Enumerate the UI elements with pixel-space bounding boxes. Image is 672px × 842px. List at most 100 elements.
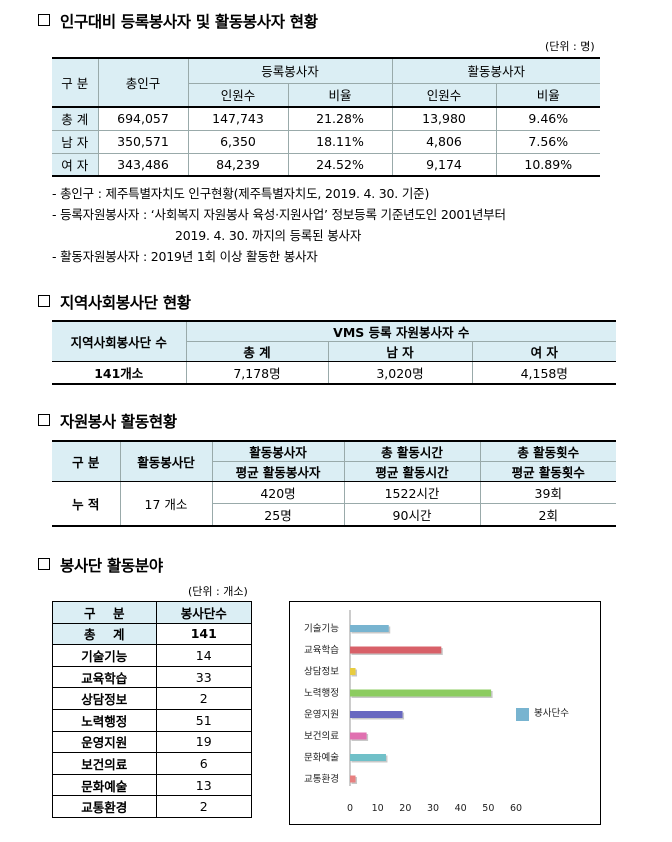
row-label: 여 자 <box>52 153 98 177</box>
cell: 3,020명 <box>327 361 472 385</box>
table-row: 운영지원 19 <box>52 730 253 754</box>
row-label: 누 적 <box>52 481 120 527</box>
table-row: 남 자 350,571 6,350 18.11% 4,806 7.56% <box>52 130 600 154</box>
table-row: 총 계 694,057 147,743 21.28% 13,980 9.46% <box>52 107 600 131</box>
cell: 14 <box>155 644 253 667</box>
table-row-total: 총 계 141 <box>52 622 253 646</box>
category-label: 운영지원 <box>304 710 339 721</box>
header-category: 구 분 <box>52 601 157 624</box>
header-vms: VMS 등록 자원봉사자 수 <box>185 320 616 342</box>
header-count: 봉사단수 <box>155 601 253 624</box>
header-act-count: 인원수 <box>391 83 496 108</box>
cell: 4,806 <box>391 130 496 154</box>
header-active: 활동봉사자 <box>391 57 600 84</box>
cell: 10.89% <box>495 153 600 177</box>
row-label: 남 자 <box>52 130 98 154</box>
note-population: - 총인구 : 제주특별자치도 인구현황(제주특별자치도, 2019. 4. 3… <box>52 186 430 201</box>
section1-title: 인구대비 등록봉사자 및 활동봉사자 현황 <box>38 10 318 32</box>
category-label: 기술기능 <box>304 624 339 635</box>
header-hours: 총 활동시간 <box>343 440 480 462</box>
header-volunteers: 활동봉사자 <box>211 440 344 462</box>
checkbox-square-icon <box>38 558 50 570</box>
table-row: 문화예술 13 <box>52 773 253 797</box>
header-times: 총 활동횟수 <box>479 440 616 462</box>
section4-unit: (단위 : 개소) <box>188 585 248 598</box>
section3-title: 자원봉사 활동현황 <box>38 410 177 432</box>
header-male: 남 자 <box>327 341 472 362</box>
table-row: 누 적 17 개소 420명 1522시간 39회 <box>52 481 616 527</box>
cell: 21.28% <box>287 107 392 131</box>
header-female: 여 자 <box>471 341 616 362</box>
header-category: 구 분 <box>52 440 120 482</box>
table-row: 여 자 343,486 84,239 24.52% 9,174 10.89% <box>52 153 600 177</box>
header-reg-count: 인원수 <box>187 83 288 108</box>
cell: 2 <box>155 687 253 710</box>
header-avg-hours: 평균 활동시간 <box>343 461 480 482</box>
category-label: 문화예술 <box>304 753 339 764</box>
bar <box>350 625 389 632</box>
cell: 6 <box>155 752 253 775</box>
cell: 9.46% <box>495 107 600 131</box>
header-category: 구 분 <box>52 57 98 108</box>
x-tick-label: 0 <box>347 803 353 814</box>
category-label: 노력행정 <box>304 687 339 699</box>
cell: 4,158명 <box>471 361 616 385</box>
row-label: 총 계 <box>52 107 98 131</box>
category-label: 상담정보 <box>304 666 339 678</box>
x-tick-label: 60 <box>510 803 522 814</box>
section4-title: 봉사단 활동분야 <box>38 554 163 576</box>
section1-notes: - 총인구 : 제주특별자치도 인구현황(제주특별자치도, 2019. 4. 3… <box>52 183 506 267</box>
header-groups: 지역사회봉사단 수 <box>52 320 186 362</box>
table-row: 노력행정 51 <box>52 708 253 732</box>
cell: 343,486 <box>97 153 188 177</box>
cell: 39회 <box>479 481 616 504</box>
cell: 420명 <box>211 481 344 504</box>
table-row: 교육학습 33 <box>52 665 253 689</box>
table-row: 보건의료 6 <box>52 752 253 775</box>
section1-unit: (단위 : 명) <box>545 40 595 53</box>
row-label: 교통환경 <box>52 795 157 818</box>
row-label: 기술기능 <box>52 644 157 667</box>
cell: 19 <box>155 730 253 754</box>
cell: 90시간 <box>343 503 480 527</box>
bar <box>350 668 356 675</box>
cell: 694,057 <box>97 107 188 131</box>
note-active: - 활동자원봉사자 : 2019년 1회 이상 활동한 봉사자 <box>52 249 318 264</box>
table-row: 상담정보 2 <box>52 687 253 710</box>
header-avg-volunteers: 평균 활동봉사자 <box>211 461 344 482</box>
checkbox-square-icon <box>38 414 50 426</box>
table-row: 25명 90시간 2회 <box>52 503 616 527</box>
x-tick-label: 10 <box>372 803 384 814</box>
row-label: 문화예술 <box>52 773 157 797</box>
cell: 17 개소 <box>119 481 212 527</box>
header-reg-ratio: 비율 <box>287 83 392 108</box>
cell: 6,350 <box>187 130 288 154</box>
checkbox-square-icon <box>38 295 50 307</box>
x-tick-label: 50 <box>482 803 494 814</box>
note-registered-cont: 2019. 4. 30. 까지의 등록된 봉사자 <box>175 228 362 243</box>
x-tick-label: 20 <box>399 803 411 814</box>
field-table: 구 분 봉사단수 총 계 141 기술기능 14 교육학습 33 상담정보 2 노력행… <box>52 601 253 818</box>
cell: 84,239 <box>187 153 288 177</box>
category-label: 보건의료 <box>304 731 339 742</box>
cell: 7,178명 <box>185 361 328 385</box>
header-groups: 활동봉사단 <box>119 440 212 482</box>
cell-groups: 141개소 <box>52 361 186 385</box>
cell: 51 <box>155 708 253 732</box>
bar <box>350 775 356 783</box>
note-registered: - 등록자원봉사자 : ‘사회복지 자원봉사 육성·지원사업’ 정보등록 기준년… <box>52 207 506 222</box>
cell: 25명 <box>211 503 344 527</box>
cell: 2 <box>155 795 253 818</box>
cell: 147,743 <box>187 107 288 131</box>
bar <box>350 711 403 718</box>
table-row: 기술기능 14 <box>52 644 253 667</box>
cell: 13 <box>155 773 253 797</box>
table-row: 교통환경 2 <box>52 795 253 818</box>
community-group-table: 지역사회봉사단 수 VMS 등록 자원봉사자 수 총 계 남 자 여 자 141… <box>52 320 616 385</box>
bar <box>350 689 492 697</box>
header-act-ratio: 비율 <box>495 83 600 108</box>
x-tick-label: 30 <box>427 803 439 814</box>
header-total: 총 계 <box>185 341 328 362</box>
header-registered: 등록봉사자 <box>187 57 392 84</box>
